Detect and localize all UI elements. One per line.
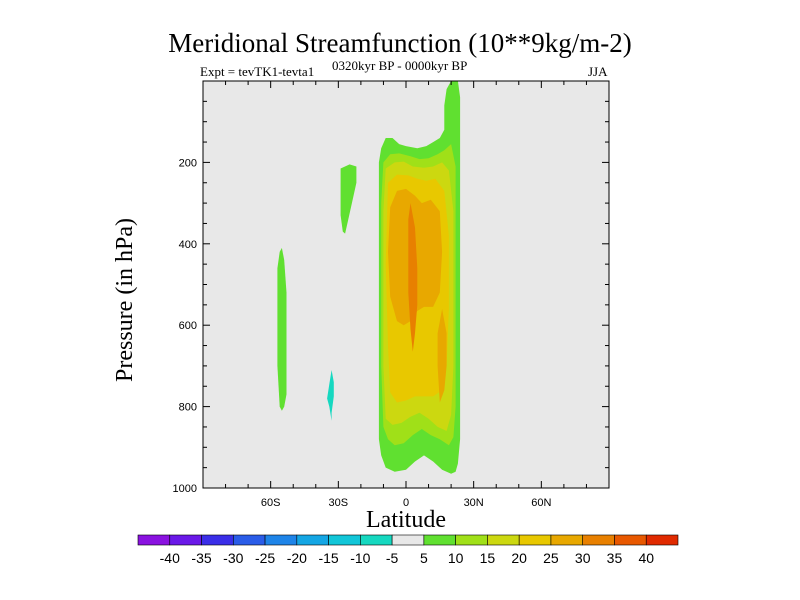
colorbar-swatch xyxy=(264,534,298,546)
colorbar: -40 -35 -30 -25 -20 -15 -10 -5 5 10 15 20 25 30 35 40 xyxy=(137,534,679,566)
colorbar-swatch xyxy=(360,534,393,546)
colorbar-swatch xyxy=(455,534,488,546)
contour-region-weak-positive-60S xyxy=(277,247,287,411)
colorbar-swatch xyxy=(518,534,552,546)
colorbar-label: -10 xyxy=(350,550,370,566)
contour-region-band-25-north-lobe xyxy=(437,308,447,403)
y-tick-label: 400 xyxy=(179,239,197,251)
colorbar-label: 35 xyxy=(607,550,623,566)
colorbar-label: 20 xyxy=(511,550,527,566)
time-range-label: 0320kyr BP - 0000kyr BP xyxy=(332,58,468,73)
x-tick-label: 0 xyxy=(403,497,409,509)
y-tick-label: 600 xyxy=(179,320,197,332)
colorbar-label: 40 xyxy=(638,550,654,566)
colorbar-swatch xyxy=(232,534,266,546)
colorbar-swatch xyxy=(550,534,584,546)
contour-region-band-30 xyxy=(408,203,418,352)
colorbar-swatch xyxy=(614,534,647,546)
colorbar-swatch xyxy=(169,534,202,546)
colorbar-swatch xyxy=(391,534,425,546)
y-tick-label: 200 xyxy=(179,157,197,169)
colorbar-label: 25 xyxy=(543,550,559,566)
x-axis-label: Latitude xyxy=(366,507,446,533)
axis-ticks: 60S 30S 0 30N 60N 200 400 600 800 1000 xyxy=(173,80,610,509)
chart-title: Meridional Streamfunction (10**9kg/m-2) xyxy=(168,28,632,58)
x-tick-label: 30N xyxy=(464,497,484,509)
colorbar-swatch xyxy=(328,534,361,546)
colorbar-label: -25 xyxy=(255,550,275,566)
colorbar-label: 10 xyxy=(448,550,464,566)
colorbar-label: 5 xyxy=(420,550,428,566)
colorbar-swatch xyxy=(645,534,679,546)
colorbar-label: -30 xyxy=(223,550,243,566)
colorbar-swatch xyxy=(201,534,234,546)
colorbar-label: 15 xyxy=(480,550,496,566)
colorbar-label: -35 xyxy=(191,550,211,566)
colorbar-label: -40 xyxy=(160,550,180,566)
x-tick-label: 60N xyxy=(531,497,551,509)
y-tick-label: 1000 xyxy=(173,483,197,495)
colorbar-swatch xyxy=(137,534,171,546)
contour-regions xyxy=(277,81,461,474)
colorbar-swatch xyxy=(582,534,615,546)
y-tick-label: 800 xyxy=(179,402,197,414)
colorbar-label: 30 xyxy=(575,550,591,566)
colorbar-swatch xyxy=(296,534,329,546)
x-tick-label: 60S xyxy=(261,497,281,509)
x-tick-label: 30S xyxy=(329,497,349,509)
colorbar-label: -5 xyxy=(386,550,399,566)
colorbar-swatch xyxy=(487,534,520,546)
experiment-label: Expt = tevTK1-tevta1 xyxy=(200,64,315,79)
season-label: JJA xyxy=(588,64,608,79)
colorbar-swatch xyxy=(423,534,456,546)
colorbar-label: -15 xyxy=(318,550,338,566)
contour-region-weak-positive-25S xyxy=(340,164,357,234)
contour-region-weak-negative-32S xyxy=(327,370,334,421)
colorbar-label: -20 xyxy=(287,550,307,566)
